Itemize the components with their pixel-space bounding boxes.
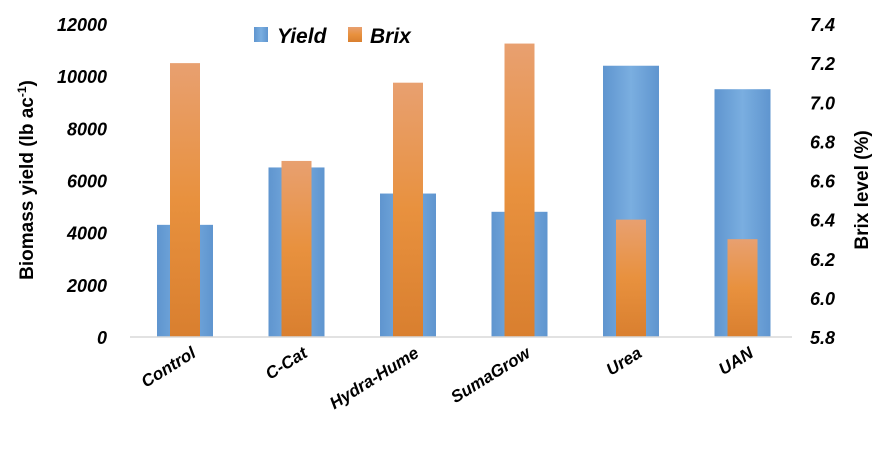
y-tick-label: 2000 <box>66 276 107 296</box>
y2-tick-label: 6.6 <box>810 172 836 192</box>
y2-tick-label: 7.0 <box>810 93 835 113</box>
y2-tick-label: 6.8 <box>810 132 835 152</box>
x-tick-label: UAN <box>715 343 757 379</box>
legend-swatch-yield <box>254 27 268 42</box>
y2-tick-label: 7.4 <box>810 15 835 35</box>
y-tick-label: 0 <box>97 328 107 348</box>
x-tick-label: SumaGrow <box>447 342 535 407</box>
legend: Yield Brix <box>254 25 412 48</box>
x-tick-label: C-Cat <box>262 343 312 384</box>
bar-brix-urea <box>616 219 646 337</box>
y-axis-label-end: ) <box>17 80 38 86</box>
y2-tick-label: 6.0 <box>810 289 835 309</box>
bar-brix-hydra-hume <box>393 82 423 337</box>
y2-tick-label: 5.8 <box>810 328 835 348</box>
bar-brix-sumagrow <box>504 43 535 337</box>
y2-tick-label: 6.4 <box>810 211 835 231</box>
x-tick-label: Hydra-Hume <box>326 343 422 413</box>
y-axis-label-sup: -1 <box>15 86 29 97</box>
y-tick-label: 10000 <box>57 67 107 87</box>
y-tick-label: 6000 <box>67 172 107 192</box>
legend-label-yield: Yield <box>277 25 328 48</box>
legend-swatch-brix <box>348 27 362 42</box>
y-tick-label: 8000 <box>67 119 107 139</box>
y2-tick-label: 6.2 <box>810 250 835 270</box>
y-tick-label: 4000 <box>66 224 107 244</box>
x-tick-label: Urea <box>603 343 645 379</box>
y-tick-label: 12000 <box>57 15 107 35</box>
y2-axis-label: Brix level (%) <box>852 130 873 249</box>
y-axis-label: Biomass yield (lb ac-1) <box>15 80 38 280</box>
x-tick-label: Control <box>138 343 200 392</box>
bar-brix-control <box>170 63 200 337</box>
bar-brix-c-cat <box>281 160 312 337</box>
legend-label-brix: Brix <box>370 25 412 48</box>
bar-brix-uan <box>727 239 758 337</box>
y-axis-label-main: Biomass yield (lb ac <box>17 97 38 280</box>
y2-tick-label: 7.2 <box>810 54 835 74</box>
